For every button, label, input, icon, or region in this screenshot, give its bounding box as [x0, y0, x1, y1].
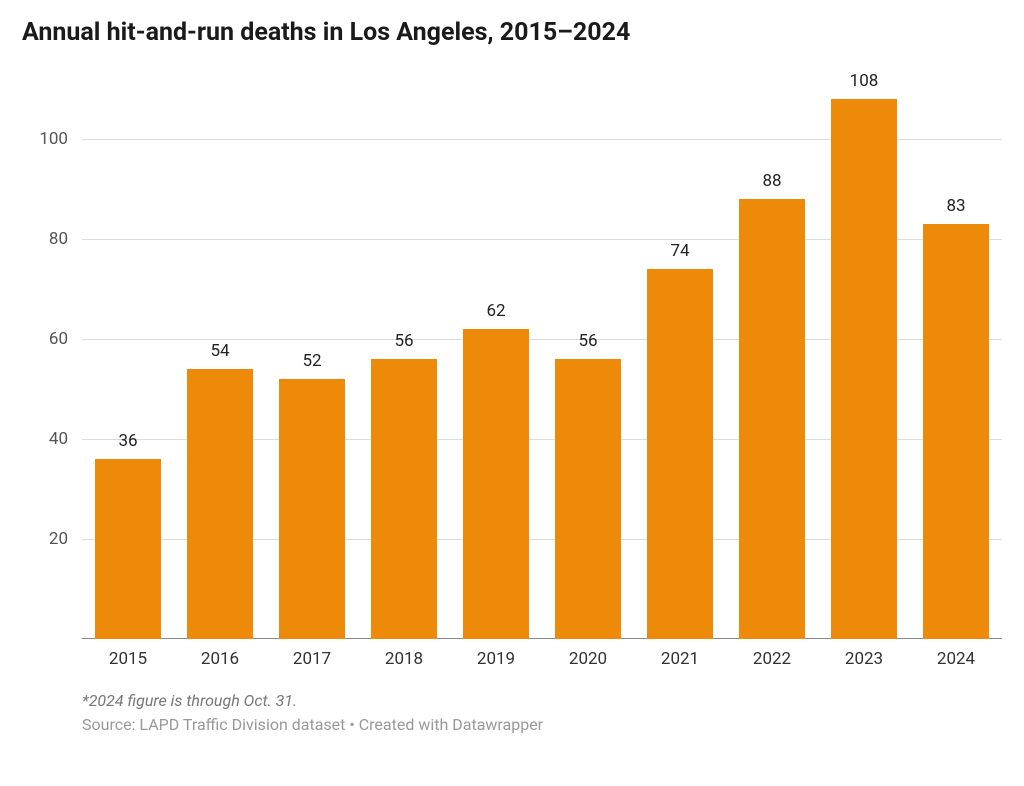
bar-slot: 108: [818, 79, 910, 639]
y-tick-label: 100: [22, 129, 68, 149]
y-tick-label: 60: [22, 329, 68, 349]
chart-title: Annual hit-and-run deaths in Los Angeles…: [22, 18, 1002, 47]
bar-slot: 56: [542, 79, 634, 639]
bar-slot: 74: [634, 79, 726, 639]
bar-value-label: 88: [762, 171, 781, 191]
bar-value-label: 52: [302, 351, 321, 371]
y-tick-label: 40: [22, 429, 68, 449]
bar-value-label: 83: [946, 196, 965, 216]
bar: [831, 99, 897, 639]
x-tick-label: 2018: [358, 649, 450, 669]
footnotes: *2024 figure is through Oct. 31.: [82, 691, 297, 710]
bar-value-label: 56: [578, 331, 597, 351]
bar: [647, 269, 713, 639]
x-tick-label: 2023: [818, 649, 910, 669]
bar-slot: 54: [174, 79, 266, 639]
bar-value-label: 62: [486, 301, 505, 321]
x-tick-label: 2024: [910, 649, 1002, 669]
bar: [371, 359, 437, 639]
x-tick-label: 2020: [542, 649, 634, 669]
footnote-text: *2024 figure is through Oct. 31.: [82, 691, 297, 710]
bar: [923, 224, 989, 639]
y-tick-label: 80: [22, 229, 68, 249]
bar-value-label: 54: [210, 341, 229, 361]
bar-slot: 83: [910, 79, 1002, 639]
bar-slot: 36: [82, 79, 174, 639]
bar-slot: 52: [266, 79, 358, 639]
bar: [279, 379, 345, 639]
bars-group: 36 54 52 56 62 56 74 88 108 83: [82, 79, 1002, 639]
bar: [95, 459, 161, 639]
x-tick-label: 2022: [726, 649, 818, 669]
bar: [463, 329, 529, 639]
bar-value-label: 108: [850, 71, 879, 91]
y-tick-label: 20: [22, 529, 68, 549]
x-axis-labels: 2015201620172018201920202021202220232024: [82, 649, 1002, 669]
x-tick-label: 2021: [634, 649, 726, 669]
bar-slot: 62: [450, 79, 542, 639]
bar-value-label: 36: [118, 431, 137, 451]
bar: [739, 199, 805, 639]
x-tick-label: 2019: [450, 649, 542, 669]
x-tick-label: 2017: [266, 649, 358, 669]
x-tick-label: 2016: [174, 649, 266, 669]
plot-area: 20 40 60 80 100 36 54 52 56 62 56 74 88 108 83 20152016…: [22, 61, 1002, 701]
bar: [555, 359, 621, 639]
bar-value-label: 56: [394, 331, 413, 351]
bar: [187, 369, 253, 639]
chart-container: Annual hit-and-run deaths in Los Angeles…: [0, 0, 1024, 701]
bar-slot: 88: [726, 79, 818, 639]
bar-value-label: 74: [670, 241, 689, 261]
source-line: Source: LAPD Traffic Division dataset • …: [82, 715, 543, 734]
x-tick-label: 2015: [82, 649, 174, 669]
bar-slot: 56: [358, 79, 450, 639]
source-text: Source: LAPD Traffic Division dataset • …: [82, 715, 543, 734]
